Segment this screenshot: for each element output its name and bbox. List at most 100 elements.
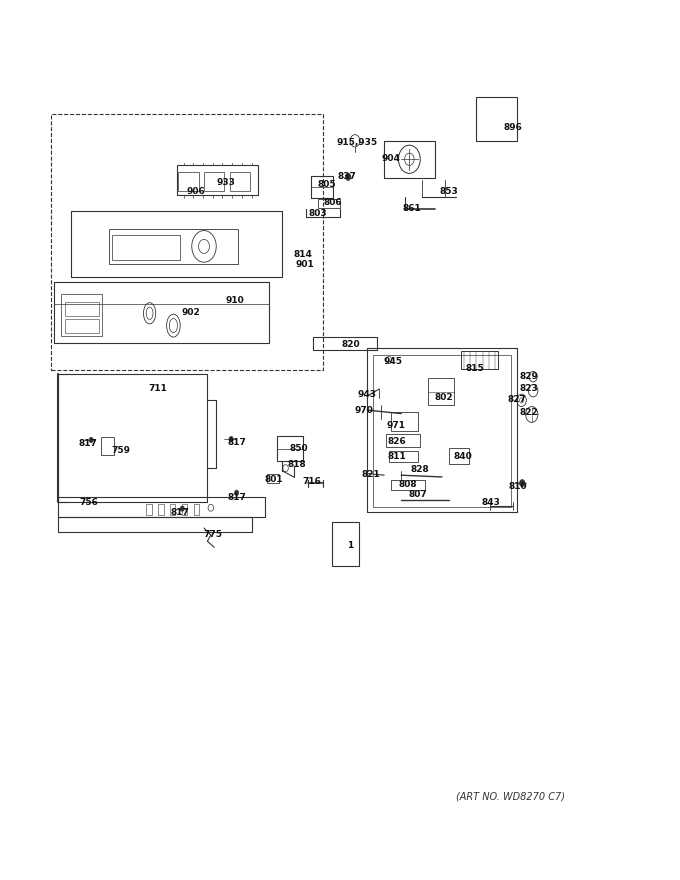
- Text: 829: 829: [520, 372, 539, 381]
- Text: 837: 837: [337, 172, 356, 180]
- Bar: [332, 522, 359, 566]
- Circle shape: [192, 231, 216, 262]
- Bar: [313, 337, 377, 350]
- Text: 802: 802: [434, 393, 453, 402]
- Bar: [449, 448, 469, 464]
- Text: 828: 828: [411, 465, 430, 473]
- Circle shape: [235, 490, 239, 495]
- Circle shape: [526, 407, 538, 422]
- Text: 901: 901: [295, 260, 314, 268]
- Bar: [204, 172, 224, 191]
- Bar: [461, 351, 498, 369]
- Text: 896: 896: [504, 123, 523, 132]
- Text: 943: 943: [358, 390, 377, 399]
- Bar: [428, 378, 454, 405]
- Text: 853: 853: [439, 187, 458, 196]
- Bar: [389, 451, 418, 462]
- Bar: [65, 302, 99, 316]
- Circle shape: [180, 506, 184, 511]
- Ellipse shape: [167, 314, 180, 337]
- Text: 906: 906: [186, 187, 205, 196]
- Text: (ART NO. WD8270 C7): (ART NO. WD8270 C7): [456, 791, 564, 802]
- Text: 861: 861: [402, 204, 421, 213]
- Text: 805: 805: [317, 180, 336, 189]
- Text: 810: 810: [509, 482, 528, 491]
- Text: 808: 808: [398, 480, 418, 488]
- Circle shape: [517, 394, 526, 407]
- Bar: [101, 437, 114, 455]
- Text: 850: 850: [290, 444, 309, 453]
- Bar: [65, 319, 99, 333]
- Bar: [109, 229, 238, 264]
- Text: 807: 807: [409, 490, 428, 499]
- Bar: [158, 504, 163, 515]
- Circle shape: [520, 398, 524, 403]
- Text: 843: 843: [481, 498, 500, 507]
- Text: 840: 840: [453, 452, 472, 461]
- Ellipse shape: [143, 303, 156, 324]
- Text: 817: 817: [79, 439, 98, 448]
- Text: 823: 823: [520, 384, 539, 392]
- Text: 716: 716: [302, 477, 321, 486]
- Text: 970: 970: [354, 406, 373, 414]
- Bar: [318, 199, 340, 208]
- Bar: [194, 504, 199, 515]
- Text: 818: 818: [287, 460, 306, 469]
- Ellipse shape: [146, 307, 153, 319]
- Bar: [112, 235, 180, 260]
- Circle shape: [89, 437, 93, 443]
- Text: 814: 814: [293, 250, 312, 259]
- Bar: [178, 172, 199, 191]
- Circle shape: [208, 504, 214, 511]
- Text: 902: 902: [181, 308, 200, 317]
- Text: 1: 1: [347, 541, 354, 550]
- Bar: [391, 480, 425, 490]
- Bar: [386, 434, 420, 447]
- Text: 759: 759: [112, 446, 131, 455]
- Circle shape: [199, 239, 209, 253]
- Text: 806: 806: [324, 198, 343, 207]
- Text: 826: 826: [387, 437, 406, 446]
- Text: 915,935: 915,935: [337, 138, 377, 147]
- Bar: [170, 504, 175, 515]
- Text: 711: 711: [148, 384, 167, 392]
- Text: 933: 933: [216, 178, 235, 187]
- Bar: [230, 172, 250, 191]
- Text: 817: 817: [171, 508, 190, 517]
- Text: 817: 817: [227, 493, 246, 502]
- Bar: [391, 412, 418, 431]
- Text: 821: 821: [362, 470, 381, 479]
- Bar: [61, 294, 102, 336]
- Text: 827: 827: [507, 395, 526, 404]
- Circle shape: [529, 371, 537, 382]
- Text: 971: 971: [386, 421, 405, 429]
- Text: 910: 910: [225, 296, 244, 304]
- Text: 803: 803: [309, 209, 328, 218]
- Text: 820: 820: [341, 341, 360, 349]
- Bar: [277, 436, 303, 461]
- Circle shape: [386, 356, 392, 363]
- Bar: [373, 355, 511, 507]
- Text: 815: 815: [465, 364, 484, 373]
- Circle shape: [405, 153, 414, 165]
- Bar: [267, 474, 279, 483]
- Circle shape: [345, 173, 351, 180]
- Text: 817: 817: [227, 438, 246, 447]
- Text: 904: 904: [381, 154, 401, 163]
- Bar: [146, 504, 152, 515]
- Circle shape: [283, 465, 288, 472]
- Circle shape: [398, 145, 420, 173]
- Bar: [182, 504, 187, 515]
- Circle shape: [350, 135, 360, 147]
- Text: 822: 822: [520, 408, 539, 417]
- Text: 775: 775: [203, 530, 222, 539]
- Circle shape: [229, 436, 233, 442]
- Circle shape: [520, 480, 525, 487]
- Text: 801: 801: [265, 475, 284, 484]
- Text: 811: 811: [387, 452, 406, 461]
- Ellipse shape: [169, 319, 177, 333]
- Circle shape: [528, 385, 538, 397]
- Bar: [476, 97, 517, 141]
- Text: 945: 945: [384, 357, 403, 366]
- Text: 756: 756: [79, 498, 98, 507]
